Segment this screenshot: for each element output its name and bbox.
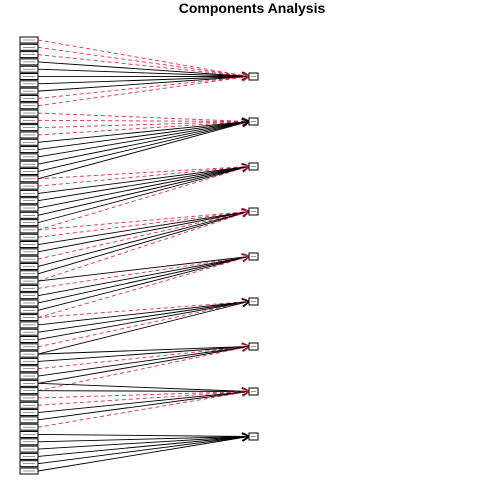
edge-v49-c7-negative [37,347,249,392]
edge-v9-c1-negative [37,77,249,99]
edge-v15-c2-positive [37,122,249,143]
edges-group [37,39,249,472]
edge-v20-c2-positive [37,122,249,180]
edge-v38-c5-positive [37,257,249,311]
edge-v1-c1-negative [37,39,249,77]
edge-v40-c6-positive [37,302,249,326]
edge-v50-c8-negative [37,392,249,399]
edge-v54-c8-negative [37,392,249,428]
edge-v55-c9-positive [37,434,249,436]
edge-v23-c3-positive [37,167,249,202]
edge-v46-c7-negative [37,347,249,370]
edge-v52-c8-positive [37,392,249,414]
edge-v44-c6-positive [37,302,249,355]
edge-v19-c2-positive [37,122,249,172]
edge-v18-c2-positive [37,122,249,165]
edge-v25-c3-positive [37,167,249,216]
edge-v58-c9-positive [37,437,249,457]
edge-v27-c3-negative [37,167,249,231]
edge-v49-c8-positive [37,391,249,392]
edge-v31-c4-negative [37,212,249,260]
edge-v28-c4-negative [37,212,249,238]
edge-v12-c2-negative [37,120,249,121]
edge-v34-c5-positive [37,257,249,282]
edge-v33-c4-positive [37,212,249,275]
edge-v39-c6-negative [37,302,249,319]
edge-v44-c7-positive [37,347,249,355]
edge-v45-c7-positive [37,347,249,362]
edge-v14-c2-negative [37,122,249,136]
edge-v42-c6-positive [37,302,249,340]
edge-v59-c9-positive [37,437,249,465]
edge-v16-c2-positive [37,122,249,151]
edge-v17-c2-positive [37,122,249,158]
edge-v60-c9-positive [37,437,249,472]
edge-v32-c4-positive [37,212,249,267]
edge-v5-c1-positive [37,68,249,76]
edge-v13-c2-negative [37,122,249,129]
edge-v8-c1-positive [37,77,249,92]
edge-v29-c4-positive [37,212,249,245]
edge-v35-c5-negative [37,257,249,289]
edge-v30-c4-positive [37,212,249,253]
edge-v57-c9-positive [37,437,249,450]
edge-v51-c8-negative [37,392,249,406]
edge-v21-c3-negative [37,167,249,187]
edge-v47-c7-positive [37,347,249,377]
edge-v11-c2-negative [37,112,249,121]
edge-v27-c4-negative [37,212,249,231]
edge-v2-c1-negative [37,46,249,76]
edge-v10-c1-negative [37,77,249,107]
edge-v41-c6-positive [37,302,249,333]
edge-v48-c8-positive [37,382,249,391]
component-nodes-group [248,72,259,441]
edge-v3-c1-negative [37,54,249,77]
edge-v34-c4-negative [37,212,249,282]
figure-title: Components Analysis [179,0,326,16]
edge-v22-c3-positive [37,167,249,194]
edge-v26-c3-positive [37,167,249,224]
edge-v48-c7-positive [37,347,249,384]
edge-v37-c5-positive [37,257,249,304]
variable-nodes-group [19,36,39,475]
edge-v56-c9-positive [37,437,249,443]
edge-v36-c5-positive [37,257,249,297]
edge-v53-c8-positive [37,392,249,421]
edge-v39-c5-negative [37,257,249,319]
edge-v4-c1-positive [37,61,249,77]
edge-v24-c3-positive [37,167,249,209]
edge-v7-c1-positive [37,77,249,85]
edge-v20-c3-negative [37,167,249,180]
edge-v43-c6-negative [37,302,249,348]
